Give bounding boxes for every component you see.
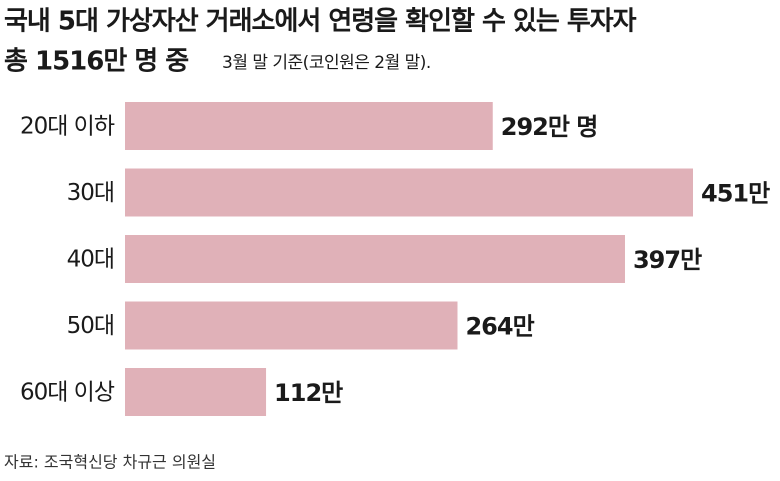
bar <box>125 368 267 416</box>
category-label: 30대 <box>67 180 114 206</box>
chart-subtitle: 3월 말 기준(코인원은 2월 말). <box>222 53 431 73</box>
bar <box>125 102 493 150</box>
bar <box>125 168 693 217</box>
source: 자료: 조국혁신당 차규근 의원실 <box>4 453 216 472</box>
bar <box>125 235 625 283</box>
category-label: 60대 이상 <box>20 380 115 406</box>
value-label: 112만 <box>274 379 343 407</box>
bar <box>125 301 458 350</box>
value-label: 292만 명 <box>501 113 598 141</box>
value-label: 451만 <box>701 180 770 208</box>
chart-title: 국내 5대 가상자산 거래소에서 연령을 확인할 수 있는 투자자 <box>4 7 637 37</box>
category-label: 40대 <box>67 247 114 273</box>
category-label: 20대 이하 <box>20 114 115 140</box>
value-label: 397만 <box>633 246 702 274</box>
category-label: 50대 <box>67 313 114 339</box>
chart-title: 총 1516만 명 중 <box>4 47 188 77</box>
value-label: 264만 <box>465 313 534 341</box>
